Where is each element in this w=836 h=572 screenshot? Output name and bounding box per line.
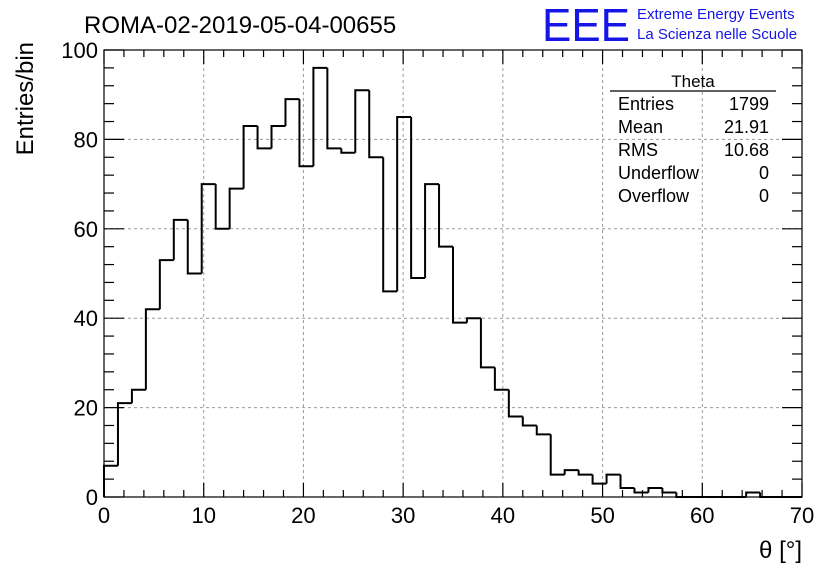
- histogram-bin: [438, 184, 453, 248]
- histogram-bin: [507, 389, 523, 418]
- x-tick-label: 10: [191, 503, 215, 528]
- histogram-bin: [549, 434, 565, 476]
- histogram-bin: [605, 473, 621, 484]
- x-tick-label: 50: [590, 503, 614, 528]
- histogram-bin: [382, 157, 398, 293]
- histogram-bin: [158, 259, 174, 310]
- histogram-bin: [228, 187, 244, 229]
- histogram-bin: [577, 470, 593, 476]
- stats-row-label: Entries: [618, 94, 674, 114]
- histogram-bin: [103, 464, 118, 497]
- eee-logo-line2: La Scienza nelle Scuole: [637, 26, 797, 43]
- stats-row-label: RMS: [618, 140, 658, 160]
- stats-row-value: 0: [759, 163, 769, 183]
- histogram-bin: [214, 184, 230, 230]
- histogram-bin: [452, 246, 467, 324]
- plot-frame: [103, 49, 803, 498]
- histogram-bin: [312, 66, 328, 167]
- eee-logo: EEE Extreme Energy Events La Scienza nel…: [542, 0, 797, 51]
- y-axis-label: Entries/bin: [12, 42, 39, 155]
- histogram-series: [103, 66, 802, 498]
- stats-row-value: 10.68: [724, 140, 769, 160]
- histogram-bin: [465, 317, 481, 323]
- y-tick-label: 0: [86, 485, 98, 510]
- histogram-bin: [326, 67, 342, 150]
- axis-ticks: [103, 49, 803, 498]
- y-tick-label: 40: [74, 306, 98, 331]
- histogram-bin: [745, 491, 761, 497]
- histogram-bin: [354, 89, 370, 153]
- stats-row-label: Underflow: [618, 163, 700, 183]
- stats-row-value: 21.91: [724, 117, 769, 137]
- chart-title: ROMA-02-2019-05-04-00655: [84, 12, 396, 39]
- histogram-bin: [200, 183, 216, 274]
- x-tick-label: 70: [790, 503, 814, 528]
- x-tick-label: 0: [98, 503, 110, 528]
- eee-logo-mark: EEE: [542, 0, 630, 51]
- stats-row-value: 1799: [729, 94, 769, 114]
- y-tick-label: 80: [74, 127, 98, 152]
- histogram-bin: [298, 99, 314, 168]
- histogram-bin: [479, 318, 495, 369]
- x-tick-label: 40: [491, 503, 515, 528]
- y-tick-labels: 0 20 40 60 80 100: [61, 38, 98, 510]
- histogram-bin: [661, 488, 677, 494]
- stats-box: Theta Entries 1799 Mean 21.91 RMS 10.68 Underf…: [610, 72, 776, 206]
- histogram-bin: [675, 492, 691, 498]
- histogram-bin: [535, 425, 551, 436]
- stats-box-title: Theta: [671, 72, 715, 91]
- histogram-bin: [284, 98, 300, 126]
- eee-logo-line1: Extreme Energy Events: [637, 6, 795, 23]
- y-tick-label: 20: [74, 396, 98, 421]
- histogram-bin: [368, 90, 384, 159]
- x-tick-label: 20: [291, 503, 315, 528]
- histogram-bin: [186, 219, 202, 275]
- histogram-bin: [410, 117, 426, 279]
- histogram-bin: [633, 488, 649, 494]
- x-tick-label: 60: [690, 503, 714, 528]
- histogram-bin: [591, 474, 607, 485]
- histogram-bin: [493, 367, 509, 391]
- stats-row-label: Overflow: [618, 186, 690, 206]
- y-tick-label: 60: [74, 217, 98, 242]
- y-tick-label: 100: [61, 38, 98, 63]
- histogram-bin: [396, 116, 412, 292]
- histogram-bin: [144, 308, 160, 390]
- histogram-bin: [647, 487, 663, 493]
- histogram-bin: [619, 474, 635, 490]
- x-axis-label: θ [°]: [759, 537, 802, 564]
- x-tick-label: 30: [391, 503, 415, 528]
- x-tick-labels: 0 10 20 30 40 50 60 70: [98, 503, 814, 528]
- histogram-bin: [563, 469, 579, 475]
- histogram-bin: [340, 148, 356, 154]
- histogram-bin: [256, 125, 272, 150]
- stats-row-value: 0: [759, 186, 769, 206]
- histogram-bin: [242, 124, 258, 189]
- histogram-bin: [172, 218, 188, 261]
- stats-row-label: Mean: [618, 117, 663, 137]
- histogram-bin: [424, 183, 440, 278]
- histogram-bin: [521, 416, 537, 427]
- histogram-bin: [130, 388, 146, 404]
- grid: [104, 50, 802, 497]
- histogram-bin: [116, 402, 132, 466]
- histogram-bin: [270, 124, 286, 149]
